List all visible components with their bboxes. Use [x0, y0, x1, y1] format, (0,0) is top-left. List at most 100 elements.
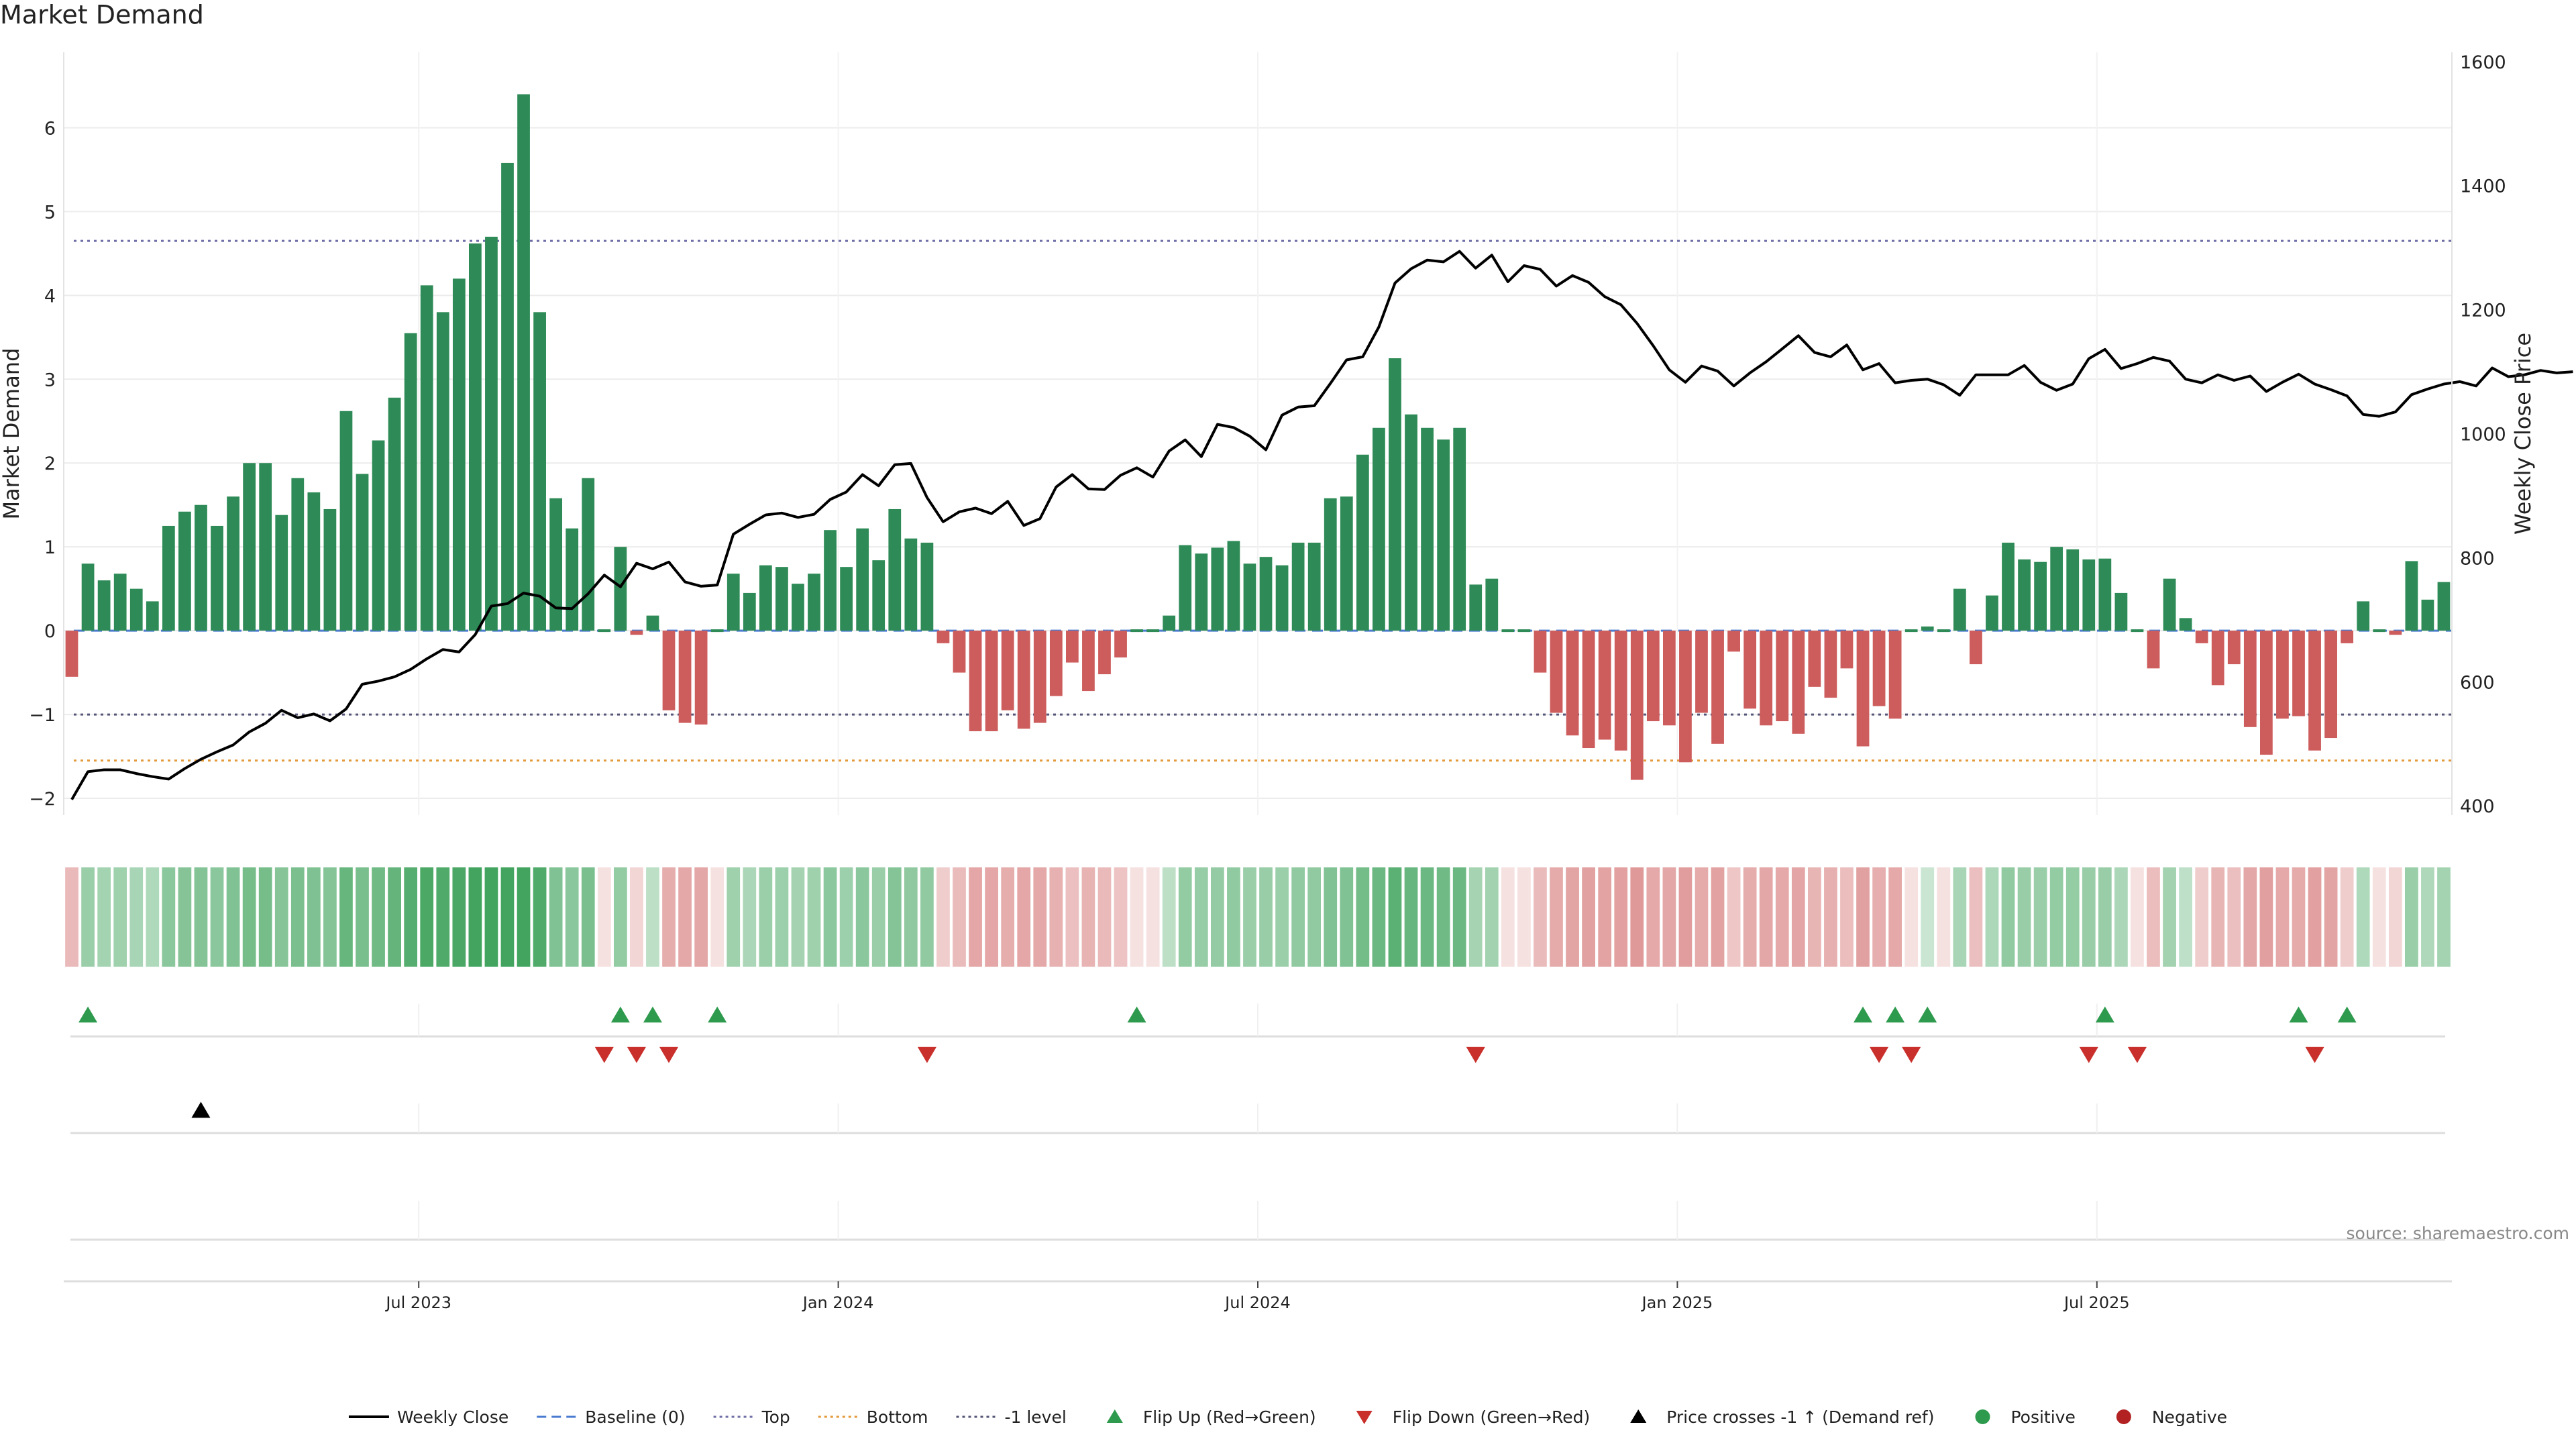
heat-cell [1646, 867, 1660, 967]
heat-cell [1856, 867, 1870, 967]
demand-bar [1469, 584, 1483, 631]
heat-cell [1824, 867, 1837, 967]
demand-bar [2002, 542, 2015, 631]
demand-bar [936, 631, 950, 643]
heat-cell [1065, 867, 1079, 967]
flip-up-marker [1127, 1006, 1146, 1023]
heat-cell [178, 867, 192, 967]
y2-tick-label: 800 [2460, 548, 2495, 569]
demand-bar [1146, 629, 1160, 633]
heat-cell [1808, 867, 1821, 967]
heat-cell [1275, 867, 1289, 967]
demand-bar [2308, 631, 2321, 751]
demand-bar [1711, 631, 1724, 744]
heat-cell [2147, 867, 2160, 967]
demand-bar [113, 574, 127, 631]
heat-cell [727, 867, 741, 967]
demand-bar [743, 592, 756, 631]
flip-down-marker [2305, 1046, 2324, 1063]
demand-bar [2421, 599, 2434, 631]
demand-bar [727, 574, 740, 631]
heat-cell [146, 867, 160, 967]
heat-cell [1307, 867, 1322, 967]
heat-cell [420, 867, 434, 967]
demand-bar [404, 333, 417, 631]
heat-cell [2017, 867, 2031, 967]
demand-bar [1243, 564, 1256, 631]
demand-bar [1872, 631, 1886, 706]
demand-bar [2114, 592, 2128, 631]
heat-cell [2179, 867, 2192, 967]
demand-bar [1743, 631, 1757, 709]
y-axis-label: Market Demand [0, 348, 24, 520]
demand-bar [1163, 615, 1176, 631]
heat-cell [1194, 867, 1208, 967]
demand-bar [2098, 558, 2112, 631]
heat-cell [1485, 867, 1499, 967]
heat-cell [565, 867, 579, 967]
demand-bar [468, 243, 482, 631]
demand-bar [275, 515, 288, 631]
heat-cell [1146, 867, 1160, 967]
demand-bar [2211, 631, 2224, 686]
demand-bar [2405, 561, 2418, 631]
heat-cell [1324, 867, 1338, 967]
demand-bar [1856, 631, 1870, 747]
legend-label: Top [761, 1407, 790, 1427]
demand-bar [549, 498, 563, 631]
heat-cell [1114, 867, 1128, 967]
flip-up-marker [2337, 1006, 2357, 1023]
y2-tick-label: 1200 [2460, 301, 2506, 321]
heat-cell [468, 867, 482, 967]
heat-cell [1969, 867, 1983, 967]
demand-bar [1211, 547, 1224, 631]
heat-cell [1775, 867, 1789, 967]
demand-bar [1437, 439, 1450, 631]
demand-bar [1679, 631, 1692, 763]
flip-down-marker [1902, 1046, 1921, 1063]
heat-cell [290, 867, 305, 967]
y-tick-label: 0 [44, 621, 56, 642]
demand-bar [485, 236, 498, 631]
heat-cell [500, 867, 515, 967]
y-tick-label: 1 [44, 537, 56, 558]
heat-cell [388, 867, 401, 967]
heat-cell [436, 867, 450, 967]
heat-cell [1904, 867, 1919, 967]
heat-cell [2033, 867, 2047, 967]
demand-bar [2066, 549, 2080, 631]
demand-bar [291, 478, 305, 631]
demand-bar [2034, 561, 2047, 631]
legend-swatch [2116, 1409, 2131, 1424]
flip-down-marker [2127, 1046, 2147, 1063]
heat-cell [1130, 867, 1144, 967]
demand-bar [710, 629, 724, 633]
legend-item: Price crosses -1 ↑ (Demand ref) [1630, 1407, 1934, 1427]
demand-bar [824, 530, 837, 631]
heat-cell [1420, 867, 1434, 967]
heat-cell [662, 867, 676, 967]
flip-down-marker [594, 1046, 614, 1063]
heat-cell [985, 867, 998, 967]
demand-bar [1421, 427, 1434, 631]
heat-cell [81, 867, 95, 967]
y-tick-label: 2 [44, 453, 56, 474]
legend-item: Flip Up (Red→Green) [1106, 1407, 1316, 1427]
chart-title: Market Demand [0, 0, 204, 30]
legend-item: Positive [1975, 1407, 2076, 1427]
heat-cell [97, 867, 111, 967]
legend-swatch [1106, 1409, 1123, 1423]
demand-bar [1389, 358, 1401, 631]
demand-bar [1808, 631, 1821, 687]
demand-bar [1921, 626, 1934, 631]
heat-cell [2324, 867, 2338, 967]
heat-cell [2114, 867, 2128, 967]
demand-bar [566, 528, 579, 631]
heat-cell [581, 867, 595, 967]
demand-bar [1179, 545, 1192, 631]
heat-cell [65, 867, 78, 967]
demand-bar [1453, 427, 1466, 631]
demand-bar [501, 162, 514, 631]
demand-bar [1356, 454, 1369, 631]
flip-down-marker [627, 1046, 646, 1063]
